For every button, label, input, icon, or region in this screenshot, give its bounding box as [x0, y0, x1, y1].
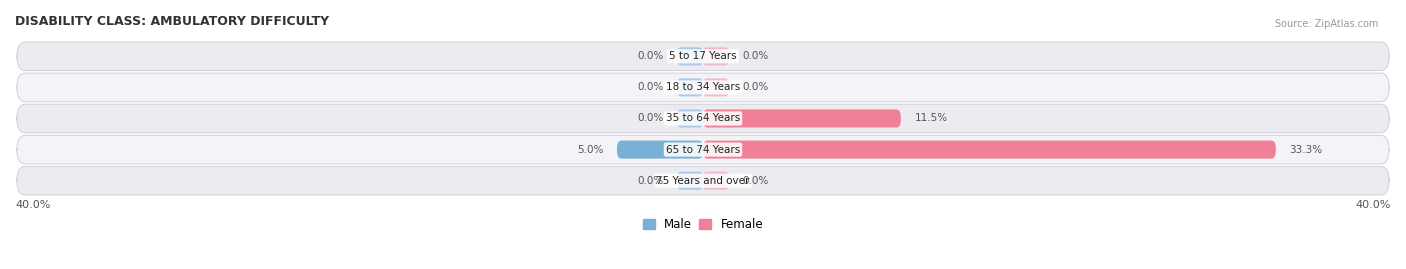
- Text: 40.0%: 40.0%: [15, 200, 51, 210]
- Text: 18 to 34 Years: 18 to 34 Years: [666, 82, 740, 93]
- Text: Source: ZipAtlas.com: Source: ZipAtlas.com: [1274, 19, 1378, 29]
- Text: 0.0%: 0.0%: [742, 82, 769, 93]
- FancyBboxPatch shape: [17, 135, 1389, 164]
- FancyBboxPatch shape: [678, 172, 703, 190]
- FancyBboxPatch shape: [17, 104, 1389, 133]
- FancyBboxPatch shape: [703, 172, 728, 190]
- Text: 35 to 64 Years: 35 to 64 Years: [666, 114, 740, 123]
- FancyBboxPatch shape: [678, 109, 703, 128]
- Text: 75 Years and over: 75 Years and over: [657, 176, 749, 186]
- Text: 5 to 17 Years: 5 to 17 Years: [669, 51, 737, 61]
- Text: 0.0%: 0.0%: [742, 51, 769, 61]
- Text: 0.0%: 0.0%: [637, 82, 664, 93]
- FancyBboxPatch shape: [17, 42, 1389, 71]
- FancyBboxPatch shape: [703, 141, 1275, 159]
- Text: 0.0%: 0.0%: [637, 176, 664, 186]
- FancyBboxPatch shape: [703, 47, 728, 65]
- Text: 0.0%: 0.0%: [637, 51, 664, 61]
- FancyBboxPatch shape: [678, 78, 703, 96]
- FancyBboxPatch shape: [17, 166, 1389, 195]
- FancyBboxPatch shape: [678, 47, 703, 65]
- Text: DISABILITY CLASS: AMBULATORY DIFFICULTY: DISABILITY CLASS: AMBULATORY DIFFICULTY: [15, 15, 329, 28]
- FancyBboxPatch shape: [703, 109, 901, 128]
- Text: 33.3%: 33.3%: [1289, 144, 1323, 155]
- Legend: Male, Female: Male, Female: [643, 218, 763, 231]
- FancyBboxPatch shape: [17, 73, 1389, 102]
- Text: 40.0%: 40.0%: [1355, 200, 1391, 210]
- Text: 0.0%: 0.0%: [637, 114, 664, 123]
- FancyBboxPatch shape: [703, 78, 728, 96]
- Text: 5.0%: 5.0%: [576, 144, 603, 155]
- FancyBboxPatch shape: [617, 141, 703, 159]
- Text: 65 to 74 Years: 65 to 74 Years: [666, 144, 740, 155]
- Text: 11.5%: 11.5%: [914, 114, 948, 123]
- Text: 0.0%: 0.0%: [742, 176, 769, 186]
